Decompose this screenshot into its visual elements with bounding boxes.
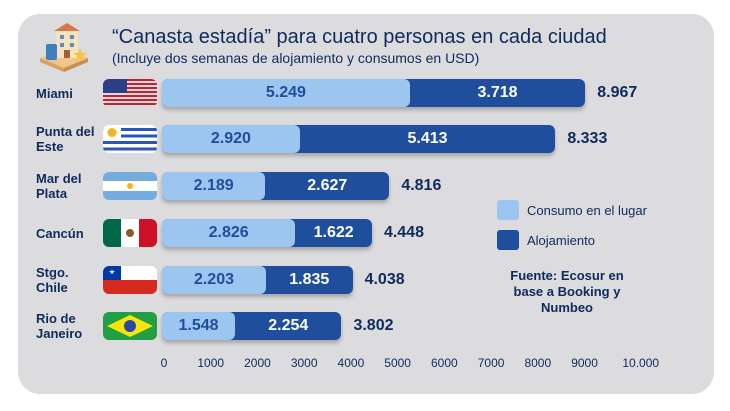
- flag-usa-icon: [103, 79, 157, 107]
- bar-5: 1.548 2.254: [162, 312, 342, 340]
- legend-label: Alojamiento: [527, 232, 595, 248]
- bar-segment-alojamiento: 2.254: [268, 317, 309, 334]
- bar-1: 2.920 5.413: [162, 125, 556, 153]
- flag-chile-icon: [103, 266, 157, 294]
- flag-brazil-icon: [103, 312, 157, 340]
- chart-subtitle: (Incluye dos semanas de alojamiento y co…: [112, 50, 480, 66]
- bar-segment-consumo: 1.548: [162, 312, 236, 340]
- bar-4: 2.203 1.835: [162, 266, 353, 294]
- legend-label: Consumo en el lugar: [527, 202, 647, 218]
- legend-item-alojamiento: Alojamiento: [497, 230, 595, 250]
- bar-segment-consumo: 2.189: [162, 172, 266, 200]
- bar-0: 5.249 3.718: [162, 79, 586, 107]
- bar-segment-consumo: 2.920: [162, 125, 300, 153]
- category-label: Punta del Este: [36, 124, 95, 154]
- bar-segment-consumo: 5.249: [162, 79, 410, 107]
- bar-segment-alojamiento: 5.413: [407, 130, 448, 147]
- total-label: 8.333: [567, 130, 608, 147]
- category-label: Cancún: [36, 226, 84, 241]
- x-tick-label: 4000: [337, 356, 365, 370]
- x-tick-label: 10.000: [622, 356, 660, 370]
- category-label: Miami: [36, 86, 73, 101]
- legend-swatch: [497, 230, 519, 250]
- bar-segment-consumo: 2.826: [162, 219, 296, 247]
- total-label: 4.816: [401, 177, 442, 194]
- category-label: Mar del Plata: [36, 171, 82, 201]
- category-label: Stgo. Chile: [36, 265, 69, 295]
- x-tick-label: 3000: [290, 356, 318, 370]
- total-label: 4.038: [364, 271, 405, 288]
- bar-segment-alojamiento: 3.718: [477, 84, 518, 101]
- legend-item-consumo: Consumo en el lugar: [497, 200, 647, 220]
- total-label: 4.448: [383, 224, 424, 241]
- chart-title: “Canasta estadía” para cuatro personas e…: [112, 26, 607, 48]
- bar-2: 2.189 2.627: [162, 172, 390, 200]
- x-tick-label: 0: [160, 356, 168, 370]
- bar-segment-alojamiento: 2.627: [307, 177, 348, 194]
- bar-3: 2.826 1.622: [162, 219, 372, 247]
- total-label: 3.802: [353, 317, 394, 334]
- legend-swatch: [497, 200, 519, 220]
- x-tick-label: 6000: [431, 356, 458, 370]
- hotel-suitcase-icon: [40, 23, 88, 72]
- x-tick-label: 8000: [524, 356, 552, 370]
- source-note: Fuente: Ecosur en base a Booking y Numbe…: [510, 268, 624, 315]
- total-label: 8.967: [597, 84, 638, 101]
- x-tick-label: 5000: [384, 356, 411, 370]
- flag-uruguay-icon: [103, 125, 157, 153]
- flag-mexico-icon: [103, 219, 157, 247]
- bar-segment-alojamiento: 1.622: [313, 224, 354, 241]
- flag-argentina-icon: [103, 172, 157, 200]
- x-tick-label: 1000: [197, 356, 225, 370]
- x-tick-label: 9000: [571, 356, 598, 370]
- x-tick-label: 2000: [244, 356, 271, 370]
- bar-segment-consumo: 2.203: [162, 266, 266, 294]
- bar-segment-alojamiento: 1.835: [289, 271, 330, 288]
- category-label: Rio de Janeiro: [36, 311, 83, 341]
- x-tick-label: 7000: [477, 356, 505, 370]
